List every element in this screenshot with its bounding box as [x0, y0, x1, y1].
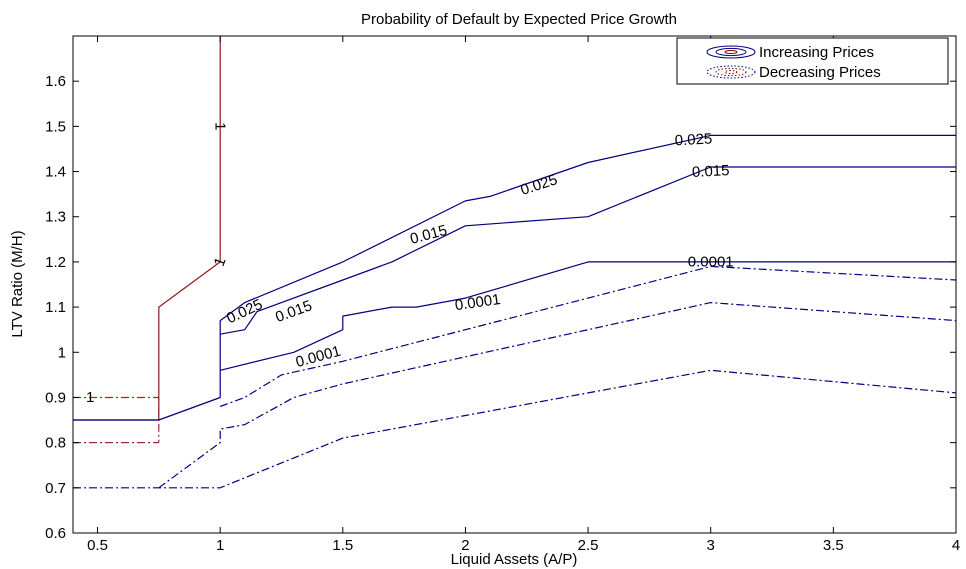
y-tick-label: 1.1: [45, 299, 66, 316]
contour-label: 0.0001: [688, 253, 734, 270]
y-tick-label: 1.5: [45, 118, 66, 135]
legend: Increasing Prices Decreasing Prices: [676, 37, 949, 85]
y-tick-label: 0.6: [45, 525, 66, 542]
contour-label: 1: [212, 122, 229, 130]
contour-label: 1: [86, 389, 94, 406]
legend-label-increasing: Increasing Prices: [759, 44, 874, 61]
legend-label-decreasing: Decreasing Prices: [759, 64, 881, 81]
contour-line-increasing-0_015-4: [220, 166, 956, 335]
y-axis-title: LTV Ratio (M/H): [9, 230, 26, 337]
contour-label: 0.025: [674, 130, 712, 149]
y-tick-label: 0.9: [45, 389, 66, 406]
x-tick-label: 2: [461, 537, 469, 554]
x-tick-label: 3: [707, 537, 715, 554]
legend-icon-increasing: [706, 45, 756, 59]
contour-label: 0.015: [692, 162, 730, 181]
y-tick-label: 1.2: [45, 254, 66, 271]
x-axis-title: Liquid Assets (A/P): [451, 551, 578, 568]
x-tick-label: 2.5: [578, 537, 599, 554]
x-tick-label: 3.5: [823, 537, 844, 554]
chart-title: Probability of Default by Expected Price…: [361, 11, 677, 28]
contour-line-increasing-0_0001-5: [220, 261, 956, 371]
x-tick-label: 4: [952, 537, 960, 554]
contour-line-increasing-0_025-3: [73, 134, 956, 421]
contour-line-decreasing-0_0001-8: [73, 369, 957, 489]
legend-icon-decreasing: [706, 65, 756, 79]
contour-line-decreasing-0_025-6: [219, 265, 957, 408]
y-tick-label: 1.6: [45, 73, 66, 90]
x-tick-label: 1.5: [332, 537, 353, 554]
contour-label: 0.0001: [454, 291, 502, 314]
contour-line-decreasing-1-1: [73, 396, 160, 443]
y-tick-label: 0.8: [45, 435, 66, 452]
y-tick-label: 1.4: [45, 164, 66, 181]
x-tick-label: 0.5: [87, 537, 108, 554]
plot-frame: [72, 35, 957, 534]
contour-line-decreasing-0_015-7: [158, 302, 957, 489]
axis-ticks: 0.5 1 1.5 2 2.5 3 3.5 4 0.6 0.7 0.8 0.9 1 1.1 1.2 1.3 1.…: [45, 36, 960, 554]
contour-lines: [73, 36, 957, 489]
y-tick-label: 0.7: [45, 480, 66, 497]
y-tick-label: 1: [58, 344, 66, 361]
x-tick-label: 1: [216, 537, 224, 554]
legend-box: [676, 37, 949, 85]
y-tick-label: 1.3: [45, 209, 66, 226]
